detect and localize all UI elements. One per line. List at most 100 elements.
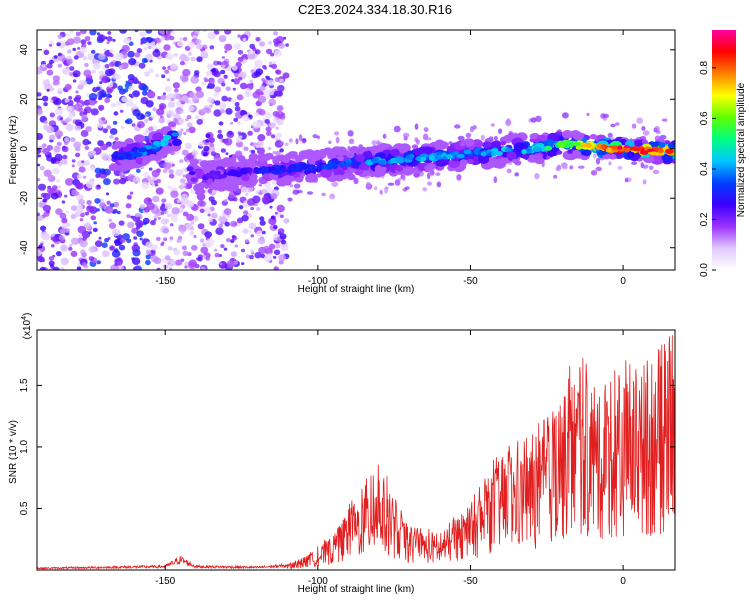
noise-blob xyxy=(335,136,340,144)
noise-blob xyxy=(220,148,226,153)
noise-blob xyxy=(132,109,141,117)
noise-blob xyxy=(211,190,216,194)
noise-blob xyxy=(194,30,200,35)
noise-blob xyxy=(98,70,105,76)
noise-blob xyxy=(279,233,287,240)
noise-blob xyxy=(71,164,75,168)
noise-blob xyxy=(186,183,193,189)
noise-blob xyxy=(92,62,101,70)
noise-blob xyxy=(131,244,140,252)
noise-blob xyxy=(280,239,287,245)
ridge-blob xyxy=(282,175,291,182)
noise-blob xyxy=(267,40,273,46)
colorbar-gradient xyxy=(712,30,736,270)
noise-blob xyxy=(268,217,277,225)
ridge-blob xyxy=(617,154,624,159)
noise-blob xyxy=(249,43,256,50)
noise-blob xyxy=(288,138,293,143)
noise-blob xyxy=(196,257,200,261)
noise-blob xyxy=(104,63,110,69)
noise-blob xyxy=(50,244,55,248)
noise-blob xyxy=(183,132,187,136)
ridge-blob xyxy=(303,149,316,159)
ridge-core-blob xyxy=(138,148,147,153)
noise-blob xyxy=(39,165,45,171)
noise-blob xyxy=(530,117,537,123)
noise-blob xyxy=(602,117,607,121)
colorbar-tick-label: 0.6 xyxy=(699,111,710,125)
noise-blob xyxy=(101,117,106,121)
noise-blob xyxy=(250,234,254,238)
noise-blob xyxy=(109,203,115,208)
noise-blob xyxy=(157,216,161,220)
noise-blob xyxy=(75,31,81,37)
noise-blob xyxy=(219,138,223,143)
noise-blob xyxy=(293,183,301,189)
noise-blob xyxy=(50,87,55,92)
noise-blob xyxy=(119,109,124,113)
ridge-blob xyxy=(658,142,666,148)
noise-blob xyxy=(218,121,224,126)
noise-blob xyxy=(231,65,238,71)
noise-blob xyxy=(382,133,387,139)
ridge-blob xyxy=(152,132,164,142)
ridge-core-blob xyxy=(525,148,531,154)
noise-blob xyxy=(70,250,78,257)
noise-blob xyxy=(52,266,60,270)
noise-blob xyxy=(101,242,108,248)
ridge-blob xyxy=(446,145,456,153)
noise-blob xyxy=(165,53,174,61)
noise-blob xyxy=(86,205,94,213)
noise-blob xyxy=(139,31,146,38)
snr-frame xyxy=(36,329,676,571)
x-tick-label: 0 xyxy=(620,576,626,587)
colorbar-tick-label: 0.0 xyxy=(699,263,710,277)
noise-blob xyxy=(271,215,275,220)
ridge-core-blob xyxy=(665,148,674,154)
noise-blob xyxy=(59,212,67,219)
noise-blob xyxy=(186,213,195,221)
noise-blob xyxy=(272,151,277,155)
noise-blob xyxy=(94,198,101,204)
colorbar: 0.0 0.2 0.4 0.6 0.8 Normalized spectral ampl… xyxy=(699,30,747,277)
noise-blob xyxy=(153,214,159,219)
noise-blob xyxy=(79,46,87,54)
noise-blob xyxy=(154,37,161,44)
noise-blob xyxy=(46,88,50,92)
ridge-core-blob xyxy=(504,148,512,152)
noise-blob xyxy=(608,161,612,166)
noise-blob xyxy=(139,204,145,210)
noise-blob xyxy=(661,118,668,122)
noise-blob xyxy=(173,113,180,120)
y-tick-label: -40 xyxy=(19,240,30,255)
noise-blob xyxy=(53,145,61,153)
noise-blob xyxy=(50,192,59,200)
noise-blob xyxy=(43,169,52,177)
noise-blob xyxy=(196,118,203,125)
noise-blob xyxy=(64,83,72,90)
noise-blob xyxy=(68,96,73,100)
noise-blob xyxy=(52,75,60,82)
ridge-blob xyxy=(364,170,371,176)
colorbar-tick-label: 0.2 xyxy=(699,212,710,226)
noise-blob xyxy=(72,36,81,44)
noise-blob xyxy=(57,63,63,68)
ridge-blob xyxy=(589,133,598,140)
noise-blob xyxy=(181,245,188,251)
noise-blob xyxy=(60,244,68,252)
noise-blob xyxy=(615,122,620,126)
noise-blob xyxy=(119,237,126,243)
noise-blob xyxy=(617,165,623,170)
noise-blob xyxy=(151,169,160,178)
ridge-core-blob xyxy=(456,153,465,159)
noise-blob xyxy=(91,69,96,74)
noise-blob xyxy=(255,144,260,149)
noise-blob xyxy=(83,175,87,179)
noise-blob xyxy=(182,36,188,42)
noise-blob xyxy=(145,53,153,61)
noise-blob xyxy=(158,103,167,110)
noise-blob xyxy=(285,43,289,47)
noise-blob xyxy=(89,166,95,171)
ridge-core-blob xyxy=(308,165,315,171)
noise-blob xyxy=(273,31,278,36)
